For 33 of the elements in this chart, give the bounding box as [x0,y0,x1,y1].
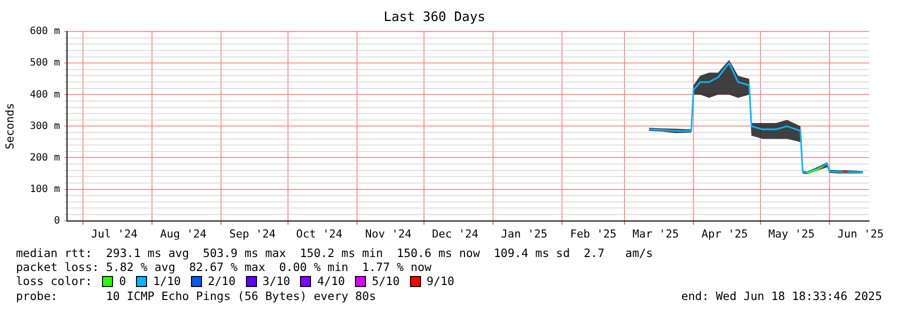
text: packet loss: 5.82 % avg 82.67 % max 0.00 % min 1.77 % now [16,260,432,274]
x-tick-label: Mar '25 [632,227,679,240]
legend-label: 5/10 [372,274,400,289]
y-tick-label: 500 m [30,58,60,69]
text: end: Wed Jun 18 18:33:46 2025 [681,288,882,303]
legend-label: 4/10 [317,274,345,289]
text: median rtt: 293.1 ms avg 503.9 ms max 150.2 ms min 150.6 ms now 109.4 ms sd 2.7 am/s [16,246,653,260]
y-tick-label: 100 m [30,184,60,195]
x-tick-label: May '25 [768,227,815,240]
y-tick-label: 300 m [30,120,60,132]
legend-label: 1/10 [153,274,181,289]
y-tick-label: 0 [54,215,60,226]
x-tick-label: Aug '24 [160,227,207,240]
x-tick-label: Oct '24 [296,227,343,240]
x-tick-label: Dec '24 [432,227,479,240]
y-tick-label: 400 m [30,89,60,100]
x-tick-label: Jan '25 [501,227,548,240]
x-tick-label: Jul '24 [91,227,138,240]
x-tick-label: Apr '25 [702,227,748,240]
y-tick-label: 600 m [30,26,60,38]
legend-label: 9/10 [426,274,454,289]
x-tick-label: Jun '25 [837,227,884,240]
text: probe: 10 ICMP Echo Pings (56 Bytes) every 80s [16,288,376,303]
legend-label: 2/10 [208,274,236,289]
x-tick-label: Sep '24 [229,227,276,240]
y-tick-label: 200 m [30,152,60,164]
chart-title: Last 360 Days [384,10,486,26]
legend-title: loss color: [16,274,92,289]
x-tick-label: Feb '25 [570,227,616,240]
y-axis-title: Seconds [3,103,16,150]
legend-label: 3/10 [262,274,290,289]
legend-label: 0 [119,274,126,289]
x-tick-label: Nov '24 [365,227,412,240]
